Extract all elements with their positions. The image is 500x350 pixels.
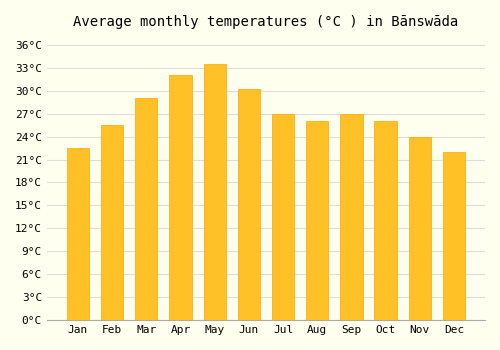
Bar	[340, 114, 362, 320]
Bar	[67, 148, 89, 320]
Bar	[374, 121, 396, 320]
Bar	[238, 89, 260, 320]
Bar	[306, 121, 328, 320]
Bar	[204, 64, 226, 320]
Bar	[443, 152, 465, 320]
Bar	[170, 75, 192, 320]
Title: Average monthly temperatures (°C ) in Bānswāda: Average monthly temperatures (°C ) in Bā…	[74, 15, 458, 29]
Bar	[408, 136, 431, 320]
Bar	[135, 98, 158, 320]
Bar	[272, 114, 294, 320]
Bar	[101, 125, 123, 320]
